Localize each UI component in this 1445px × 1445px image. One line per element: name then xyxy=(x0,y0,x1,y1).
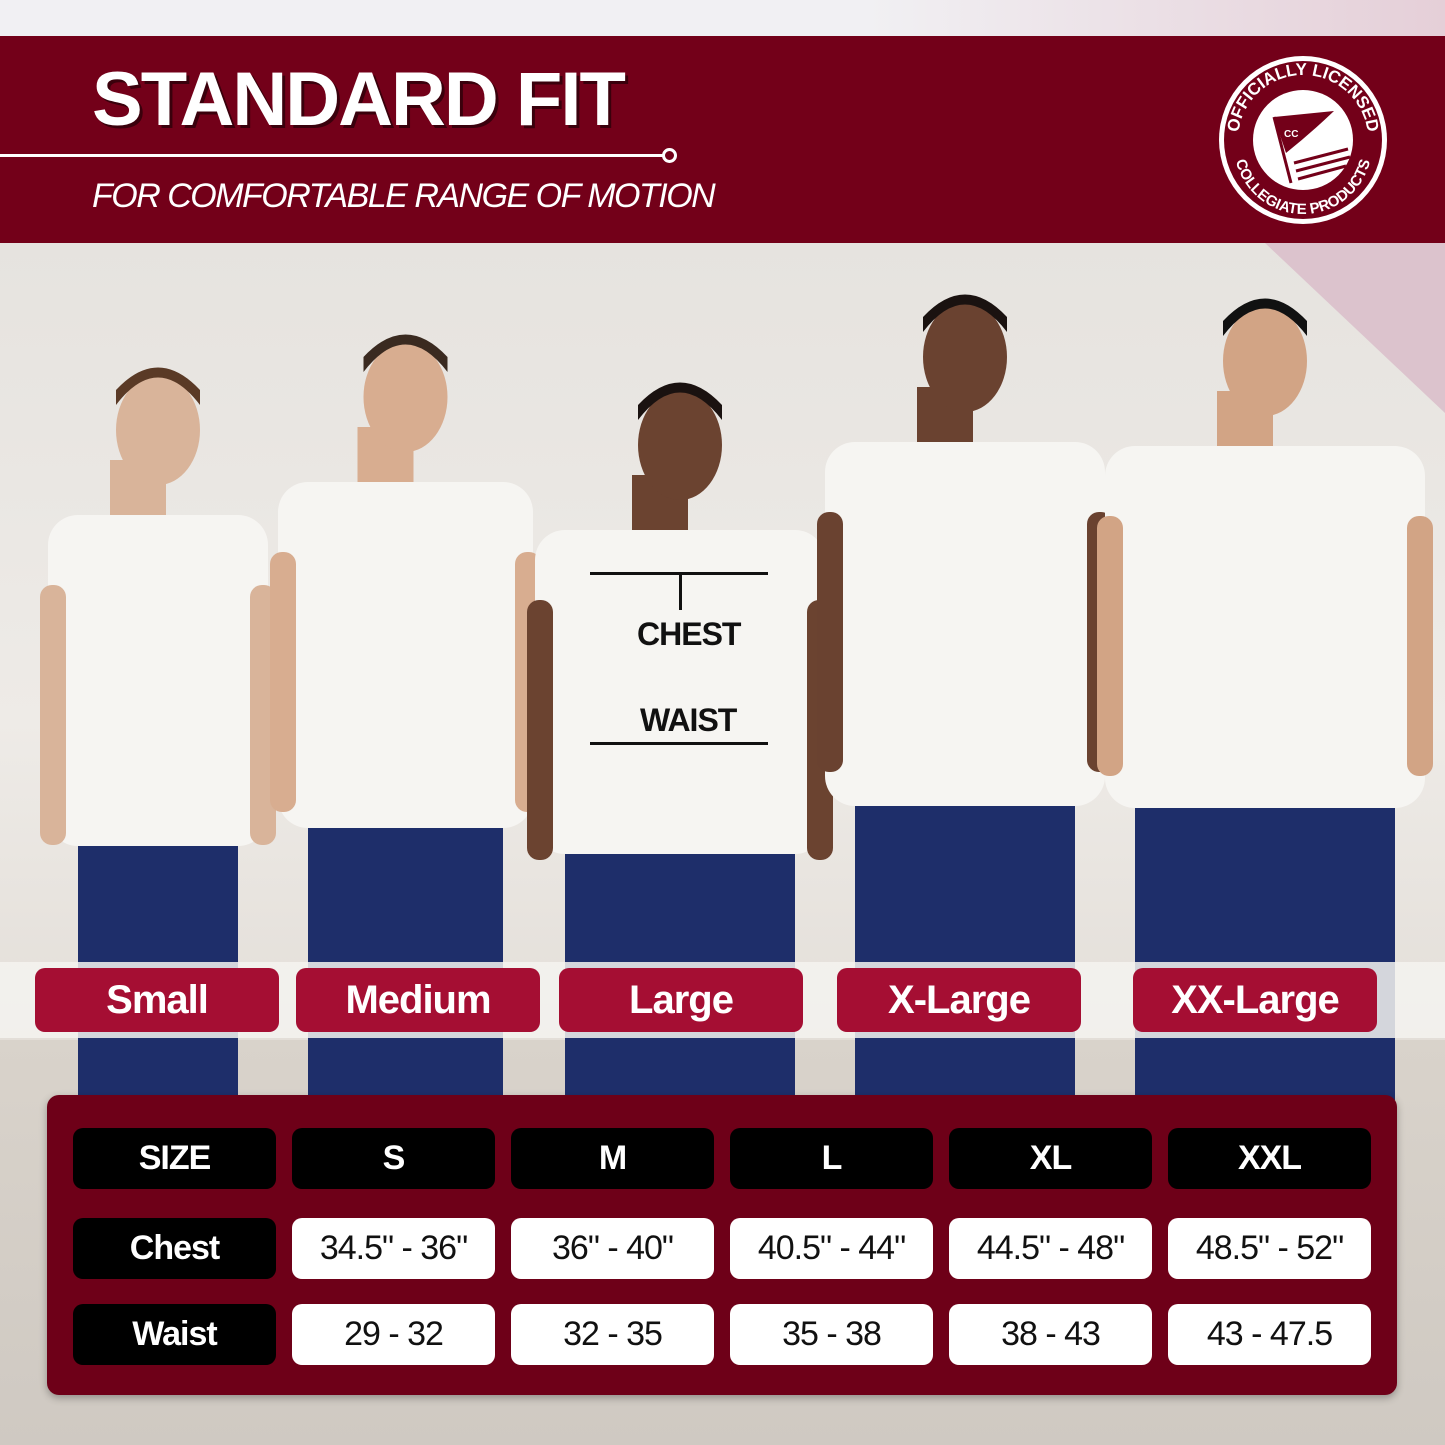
row-label-waist: Waist xyxy=(73,1304,276,1365)
model-figure xyxy=(817,294,1113,1100)
chest-cell: 44.5" - 48" xyxy=(949,1218,1152,1279)
chest-label: CHEST xyxy=(637,616,741,652)
waist-cell: 43 - 47.5 xyxy=(1168,1304,1371,1365)
size-label-x-large: X-Large xyxy=(837,968,1081,1032)
model-figure xyxy=(1097,298,1433,1100)
waist-cell: 35 - 38 xyxy=(730,1304,933,1365)
logo-flag-text: CC xyxy=(1284,129,1298,140)
size-label-medium: Medium xyxy=(296,968,540,1032)
header-cell: XL xyxy=(949,1128,1152,1189)
waist-cell: 38 - 43 xyxy=(949,1304,1152,1365)
background-top xyxy=(0,0,1445,36)
waist-cell: 32 - 35 xyxy=(511,1304,714,1365)
header-cell: S xyxy=(292,1128,495,1189)
chest-cell: 40.5" - 44" xyxy=(730,1218,933,1279)
divider xyxy=(0,154,664,157)
chest-arrow-stem xyxy=(679,572,682,610)
chest-cell: 48.5" - 52" xyxy=(1168,1218,1371,1279)
page-title: STANDARD FIT xyxy=(92,57,626,142)
divider-dot xyxy=(662,148,677,163)
row-label-chest: Chest xyxy=(73,1218,276,1279)
size-label-xx-large: XX-Large xyxy=(1133,968,1377,1032)
waist-cell: 29 - 32 xyxy=(292,1304,495,1365)
header-cell: SIZE xyxy=(73,1128,276,1189)
chest-cell: 36" - 40" xyxy=(511,1218,714,1279)
officially-licensed-logo: OFFICIALLY LICENSED COLLEGIATE PRODUCTS … xyxy=(1219,56,1387,224)
waist-arrow xyxy=(590,742,768,745)
header-cell: L xyxy=(730,1128,933,1189)
page-subtitle: FOR COMFORTABLE RANGE OF MOTION xyxy=(92,177,716,215)
header-cell: M xyxy=(511,1128,714,1189)
waist-label: WAIST xyxy=(640,702,737,738)
size-table: SIZE S M L XL XXL Chest 34.5" - 36" 36" … xyxy=(47,1095,1397,1395)
size-label-large: Large xyxy=(559,968,803,1032)
header-banner xyxy=(0,36,1445,243)
chest-cell: 34.5" - 36" xyxy=(292,1218,495,1279)
size-label-small: Small xyxy=(35,968,279,1032)
header-cell: XXL xyxy=(1168,1128,1371,1189)
